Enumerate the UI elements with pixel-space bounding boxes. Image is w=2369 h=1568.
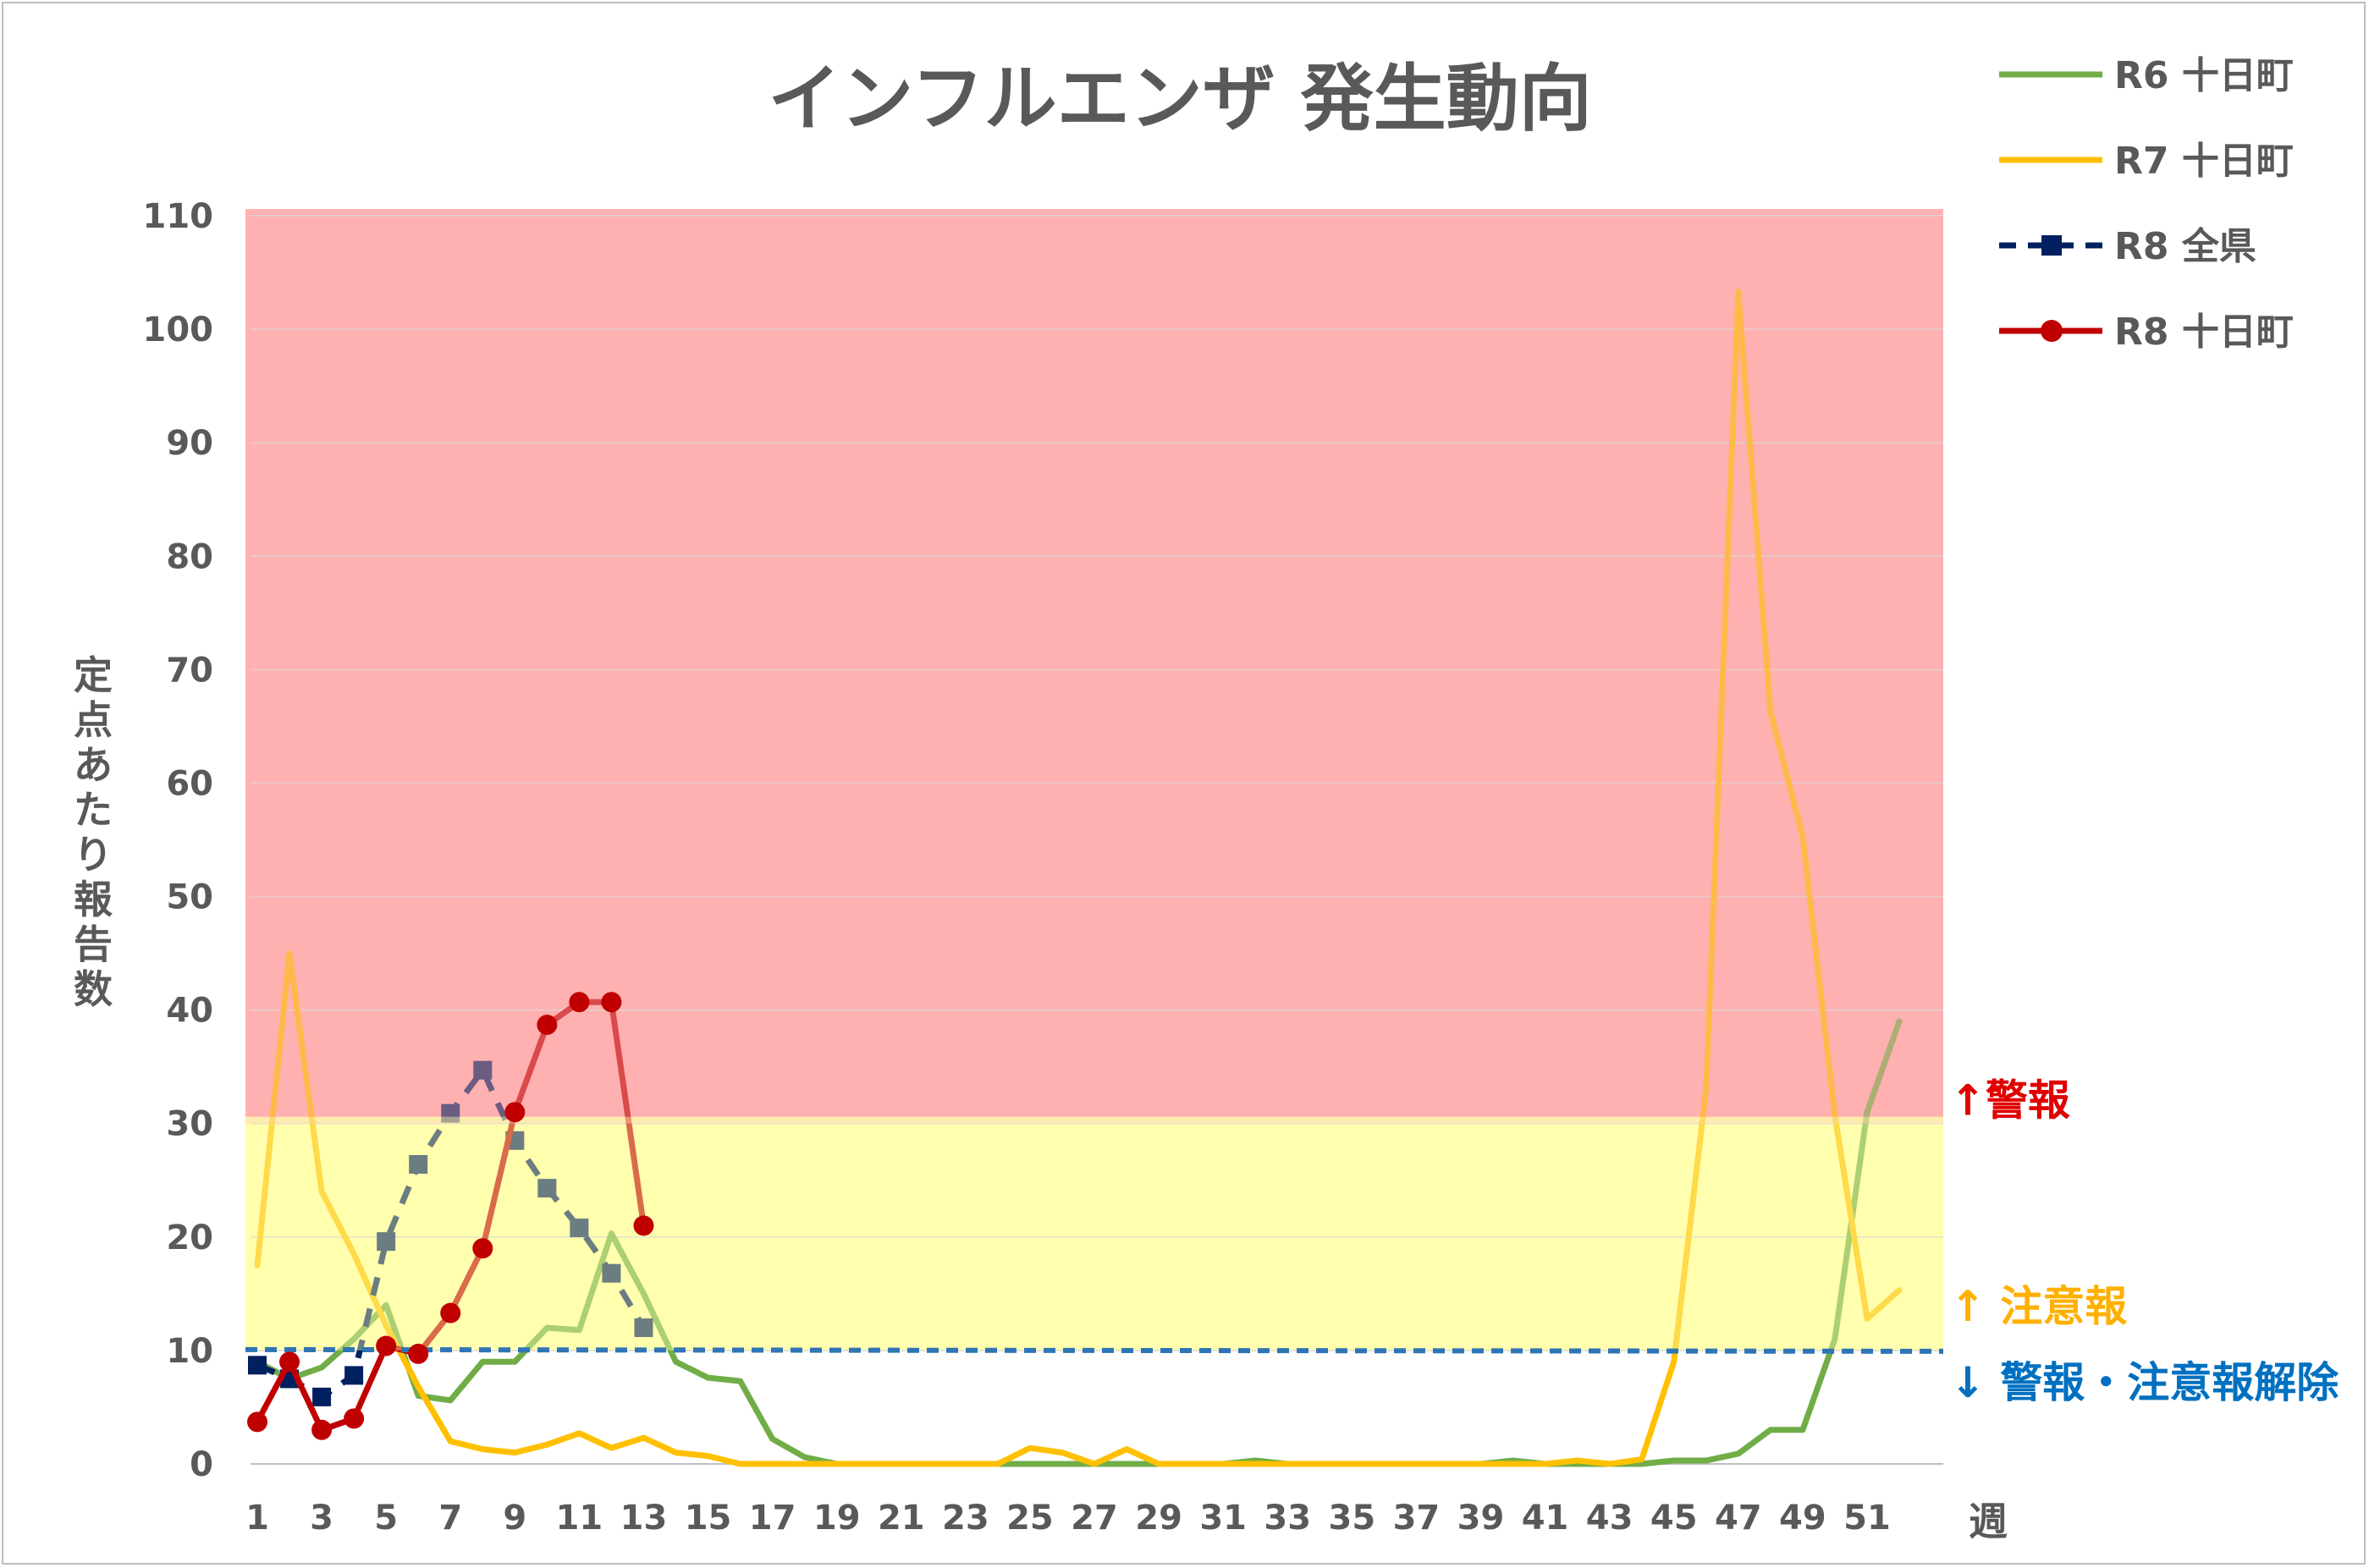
x-tick-33: 33 bbox=[1264, 1499, 1311, 1538]
y-axis-title-char: た bbox=[74, 787, 113, 833]
chart-title: インフルエンザ 発生動向 bbox=[768, 57, 1591, 141]
y-axis-title-char: 告 bbox=[74, 922, 113, 967]
series-3-point-6 bbox=[408, 1343, 429, 1364]
x-tick-37: 37 bbox=[1393, 1499, 1441, 1538]
x-tick-19: 19 bbox=[813, 1499, 861, 1538]
x-tick-7: 7 bbox=[438, 1499, 462, 1538]
zone-threshold-line bbox=[245, 1346, 1944, 1354]
x-tick-5: 5 bbox=[374, 1499, 398, 1538]
legend-label-0: R6 十日町 bbox=[2114, 54, 2294, 97]
series-2-point-11 bbox=[570, 1219, 589, 1238]
series-3-point-8 bbox=[472, 1238, 493, 1259]
series-3-point-9 bbox=[504, 1102, 526, 1123]
series-3-point-1 bbox=[247, 1411, 267, 1433]
x-tick-31: 31 bbox=[1199, 1499, 1247, 1538]
x-tick-15: 15 bbox=[685, 1499, 732, 1538]
y-tick-0: 0 bbox=[190, 1445, 213, 1484]
x-tick-21: 21 bbox=[878, 1499, 925, 1538]
legend-label-3: R8 十日町 bbox=[2114, 311, 2294, 354]
y-axis-title-char: 定 bbox=[74, 652, 113, 698]
series-3-point-12 bbox=[601, 992, 622, 1013]
zone-label-0: ↑警報 bbox=[1950, 1076, 2070, 1125]
marker-layer bbox=[247, 992, 654, 1440]
series-3-point-11 bbox=[569, 992, 590, 1013]
legend-marker-2 bbox=[2041, 235, 2062, 256]
legend-label-2: R8 全県 bbox=[2114, 225, 2256, 268]
zone-label-2: ↓ 警報・注意報解除 bbox=[1950, 1358, 2339, 1407]
zone-overlay-layer bbox=[245, 209, 1944, 1354]
x-tick-23: 23 bbox=[942, 1499, 989, 1538]
x-tick-17: 17 bbox=[749, 1499, 796, 1538]
y-tick-10: 10 bbox=[166, 1332, 213, 1371]
series-3-point-2 bbox=[279, 1351, 300, 1373]
x-tick-labels: 1 3 5 7 9 11 13 15 17 19 21 23 25 27 29 31 33 35 37 39 41 43 4… bbox=[245, 1499, 1891, 1538]
series-2-point-5 bbox=[377, 1232, 396, 1252]
y-tick-50: 50 bbox=[166, 878, 213, 917]
series-3-point-3 bbox=[311, 1419, 333, 1440]
y-tick-30: 30 bbox=[166, 1105, 213, 1144]
y-tick-110: 110 bbox=[143, 197, 214, 236]
legend-marker-3 bbox=[2041, 320, 2063, 342]
x-tick-45: 45 bbox=[1650, 1499, 1698, 1538]
y-tick-80: 80 bbox=[166, 537, 213, 576]
x-axis-title: 週 bbox=[1969, 1499, 2008, 1544]
x-tick-25: 25 bbox=[1006, 1499, 1054, 1538]
series-3-point-13 bbox=[633, 1215, 654, 1236]
x-tick-47: 47 bbox=[1715, 1499, 1762, 1538]
x-tick-49: 49 bbox=[1779, 1499, 1826, 1538]
series-3-point-5 bbox=[376, 1335, 397, 1356]
y-axis-title-char: り bbox=[74, 832, 113, 878]
x-tick-9: 9 bbox=[503, 1499, 526, 1538]
series-2-point-8 bbox=[473, 1060, 493, 1080]
zone-labels: ↑警報 ↑ 注意報 ↓ 警報・注意報解除 bbox=[1950, 1076, 2339, 1407]
zone-label-1: ↑ 注意報 bbox=[1950, 1282, 2127, 1331]
zone-band-0 bbox=[245, 209, 1943, 1124]
zone-overlay-1 bbox=[245, 1116, 1943, 1351]
x-tick-3: 3 bbox=[310, 1499, 333, 1538]
series-3-point-10 bbox=[537, 1015, 558, 1036]
x-tick-13: 13 bbox=[620, 1499, 668, 1538]
zone-band-1 bbox=[245, 1116, 1943, 1351]
x-tick-29: 29 bbox=[1135, 1499, 1182, 1538]
legend: R6 十日町 R7 十日町 R8 全県 R8 十日町 bbox=[1999, 54, 2294, 354]
y-tick-40: 40 bbox=[166, 992, 213, 1031]
y-tick-90: 90 bbox=[166, 424, 213, 463]
series-2-point-1 bbox=[248, 1356, 267, 1375]
y-tick-70: 70 bbox=[166, 651, 213, 690]
y-axis-title-char: 点 bbox=[74, 697, 113, 743]
series-2-point-4 bbox=[344, 1366, 364, 1385]
x-tick-51: 51 bbox=[1843, 1499, 1891, 1538]
series-3-point-7 bbox=[440, 1302, 461, 1323]
series-2-point-12 bbox=[602, 1263, 621, 1283]
x-tick-11: 11 bbox=[556, 1499, 603, 1538]
series-2-point-10 bbox=[537, 1179, 557, 1198]
y-tick-60: 60 bbox=[166, 764, 213, 803]
series-2-point-3 bbox=[312, 1387, 332, 1406]
y-tick-20: 20 bbox=[166, 1219, 213, 1257]
series-2-point-7 bbox=[441, 1103, 460, 1123]
x-tick-27: 27 bbox=[1071, 1499, 1118, 1538]
legend-label-1: R7 十日町 bbox=[2114, 140, 2294, 183]
x-tick-39: 39 bbox=[1457, 1499, 1505, 1538]
series-line-1 bbox=[254, 289, 1903, 1467]
zone-layer bbox=[245, 209, 1943, 1351]
y-axis-title-char: 数 bbox=[74, 966, 113, 1012]
series-2-point-13 bbox=[634, 1318, 653, 1338]
y-tick-100: 100 bbox=[143, 311, 214, 349]
grid-layer bbox=[251, 215, 1943, 1465]
x-tick-1: 1 bbox=[245, 1499, 269, 1538]
zone-overlay-0 bbox=[245, 209, 1943, 1124]
y-tick-labels: 0 10 20 30 40 50 60 70 80 90 100 110 bbox=[143, 197, 214, 1484]
y-axis-title-char: あ bbox=[74, 742, 113, 788]
x-tick-35: 35 bbox=[1328, 1499, 1375, 1538]
series-2-point-6 bbox=[409, 1155, 428, 1174]
x-tick-41: 41 bbox=[1522, 1499, 1569, 1538]
series-3-point-4 bbox=[344, 1408, 365, 1429]
x-tick-43: 43 bbox=[1586, 1499, 1634, 1538]
y-axis-title-char: 報 bbox=[74, 877, 113, 922]
